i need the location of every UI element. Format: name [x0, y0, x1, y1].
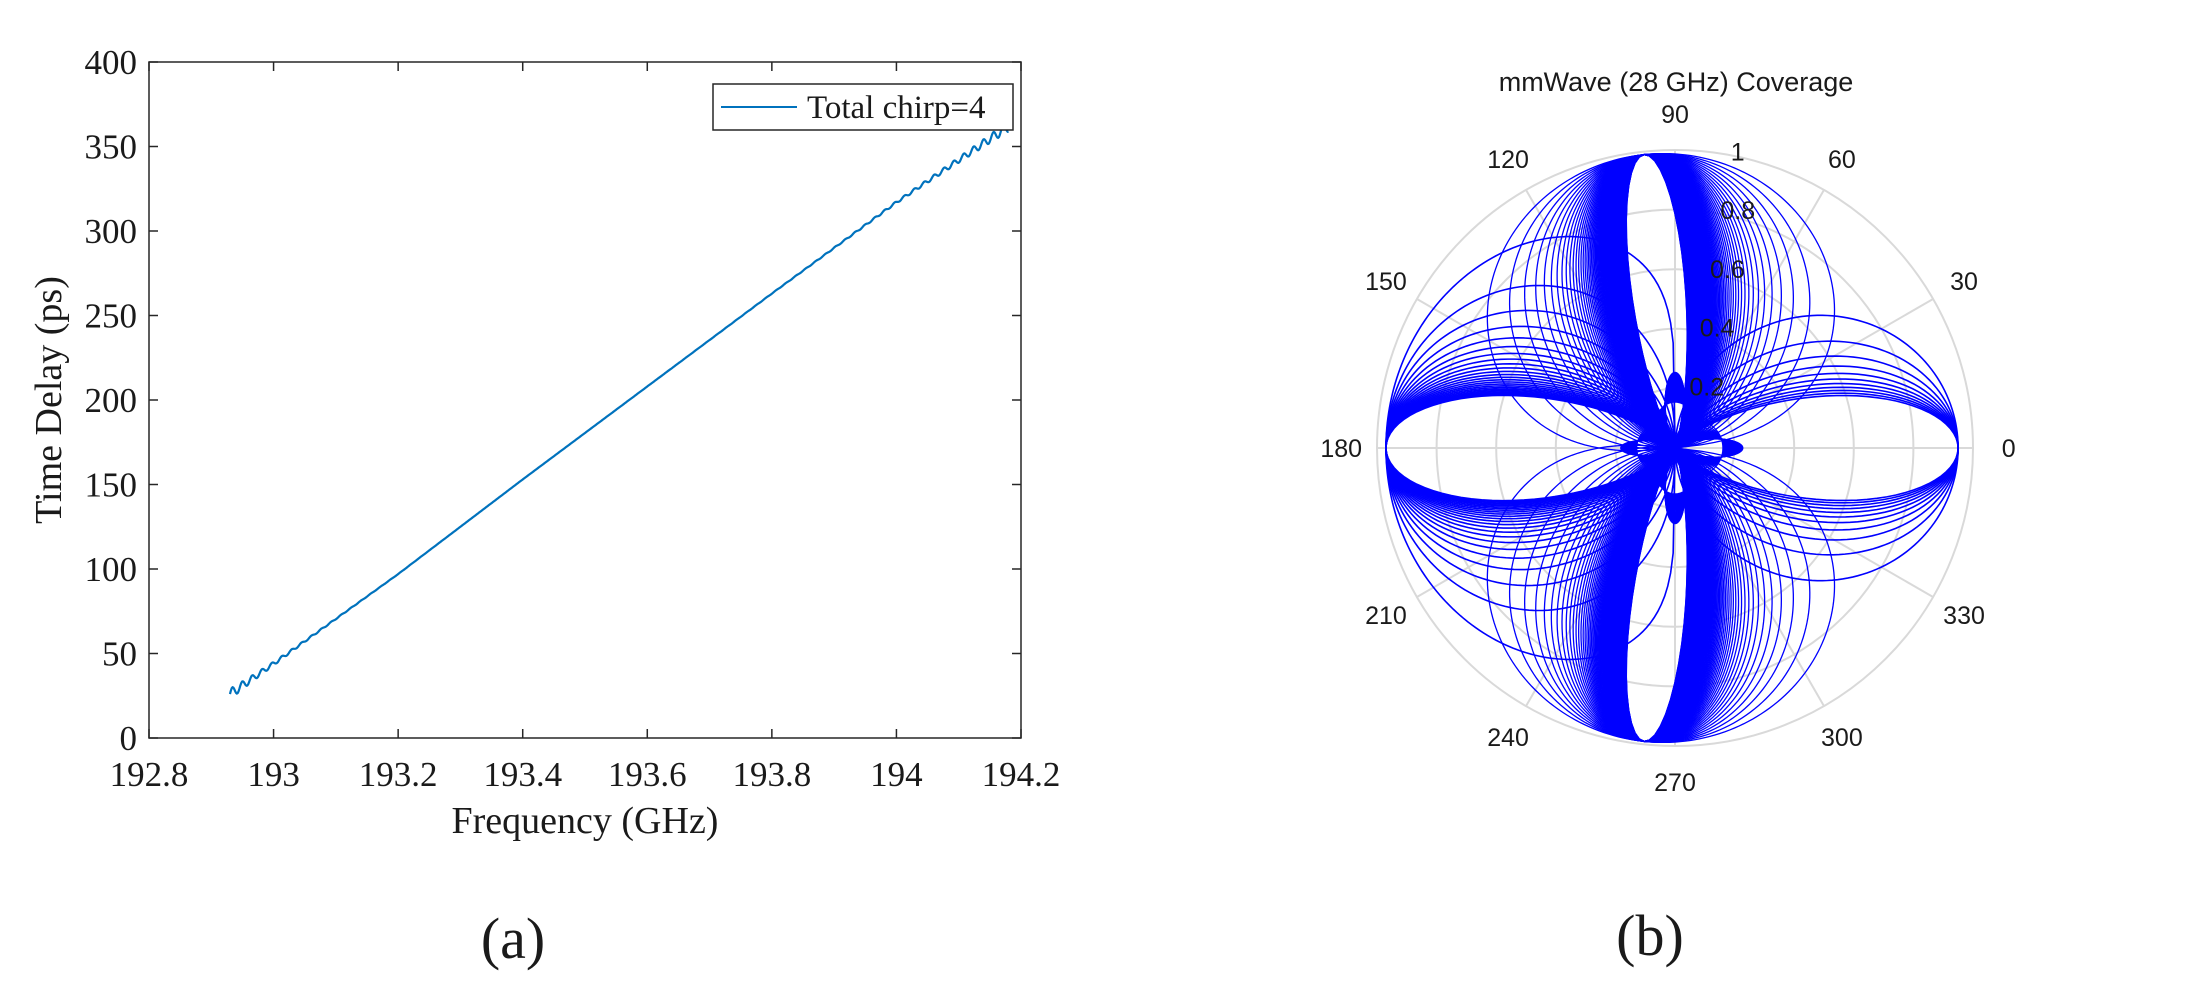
angle-tick-label: 0 — [2002, 435, 2016, 463]
y-axis-label: Time Delay (ps) — [28, 276, 70, 524]
y-tick-label: 200 — [85, 381, 138, 420]
panel-label-b: (b) — [1616, 903, 1684, 968]
angle-tick-label: 300 — [1821, 724, 1863, 752]
radius-tick-labels: 0.2 0.4 0.6 0.8 1 — [1689, 139, 1755, 402]
angle-tick-label: 150 — [1365, 268, 1407, 296]
y-tick-label: 250 — [85, 297, 138, 336]
x-tick-label: 193.6 — [608, 755, 687, 794]
panel-label-a: (a) — [481, 906, 545, 971]
x-tick-label: 193.2 — [359, 755, 438, 794]
legend-label: Total chirp=4 — [807, 90, 986, 126]
angle-tick-label: 30 — [1950, 268, 1978, 296]
y-tick-label: 150 — [85, 466, 138, 505]
x-tick-label: 194 — [870, 755, 923, 794]
angle-tick-label: 180 — [1320, 435, 1362, 463]
angle-tick-label: 60 — [1828, 146, 1856, 174]
radiation-patterns — [1385, 152, 1959, 744]
pattern-curve — [1620, 440, 1676, 456]
y-tick-label: 100 — [85, 550, 138, 589]
y-tick-labels: 0 50 100 150 200 250 300 350 400 — [85, 43, 138, 758]
x-tick-labels: 192.8 193 193.2 193.4 193.6 193.8 194 194.2 — [110, 755, 1061, 794]
plot-area — [148, 61, 1022, 739]
y-tick-label: 350 — [85, 128, 138, 167]
y-tick-label: 50 — [102, 635, 137, 674]
legend: Total chirp=4 — [712, 83, 1014, 131]
y-tick-label: 0 — [120, 719, 138, 758]
polar-chart-panel: mmWave (28 GHz) Coverage 0 30 60 90 120 150 18… — [1320, 67, 2015, 968]
angle-tick-label: 210 — [1365, 602, 1407, 630]
angle-tick-labels: 0 30 60 90 120 150 180 210 240 270 300 330 — [1320, 101, 2015, 797]
pattern-curve — [1664, 447, 1686, 525]
pattern-curve — [1674, 438, 1744, 458]
y-tick-label: 400 — [85, 43, 138, 82]
radius-tick-label: 0.2 — [1689, 373, 1724, 401]
radius-tick-label: 0.8 — [1720, 197, 1755, 225]
angle-tick-label: 270 — [1654, 769, 1696, 797]
line-chart-panel: 192.8 193 193.2 193.4 193.6 193.8 194 194.2 0 50… — [28, 43, 1060, 971]
x-tick-label: 193 — [247, 755, 300, 794]
radius-tick-label: 1 — [1731, 139, 1745, 167]
angle-tick-label: 90 — [1661, 101, 1689, 129]
angle-tick-label: 330 — [1943, 602, 1985, 630]
x-tick-label: 193.4 — [483, 755, 562, 794]
y-tick-label: 300 — [85, 212, 138, 251]
x-tick-label: 194.2 — [982, 755, 1061, 794]
x-tick-label: 193.8 — [732, 755, 811, 794]
angle-tick-label: 240 — [1487, 724, 1529, 752]
data-line — [228, 123, 1009, 695]
x-tick-label: 192.8 — [110, 755, 189, 794]
radius-tick-label: 0.6 — [1710, 256, 1745, 284]
angle-tick-label: 120 — [1487, 146, 1529, 174]
x-axis-label: Frequency (GHz) — [452, 800, 719, 842]
series-line — [228, 123, 1009, 695]
axis-ticks — [148, 61, 1022, 739]
radius-tick-label: 0.4 — [1700, 315, 1735, 343]
polar-title: mmWave (28 GHz) Coverage — [1499, 67, 1854, 97]
pattern-curve — [1664, 371, 1686, 449]
